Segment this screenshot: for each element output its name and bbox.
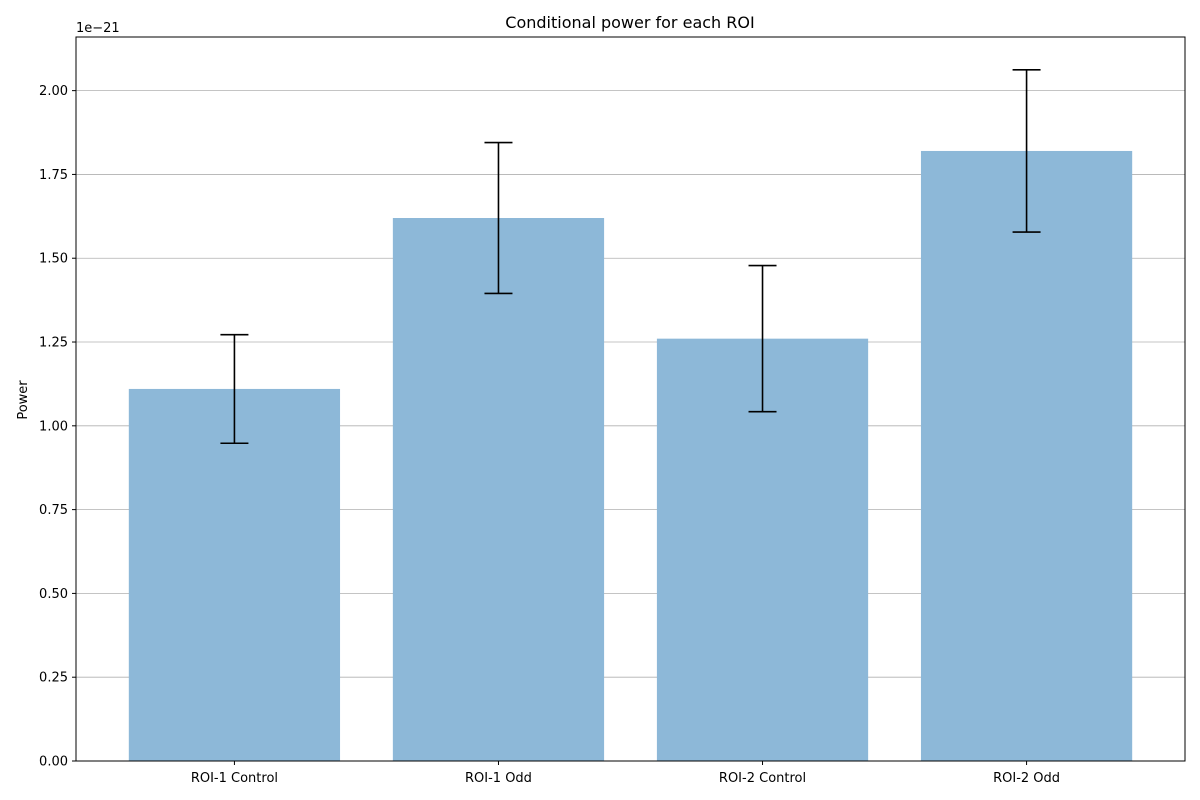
y-tick-label: 0.75 <box>39 503 68 518</box>
x-tick-label: ROI-2 Odd <box>993 771 1060 786</box>
bar <box>920 150 1133 762</box>
x-tick-label: ROI-1 Odd <box>465 771 532 786</box>
y-scale-label: 1e−21 <box>76 21 120 36</box>
y-tick-label: 0.50 <box>39 587 68 602</box>
bars <box>128 150 1133 762</box>
y-tick-label: 0.25 <box>39 671 68 686</box>
y-tick-label: 1.75 <box>39 168 68 183</box>
y-tick-label: 0.00 <box>39 755 68 770</box>
bar <box>128 388 341 761</box>
y-axis-label: Power <box>16 380 31 420</box>
error-bars <box>220 69 1041 445</box>
chart-title: Conditional power for each ROI <box>505 13 754 32</box>
x-tick-label: ROI-2 Control <box>719 771 806 786</box>
x-tick-label: ROI-1 Control <box>191 771 278 786</box>
axes <box>75 36 1186 762</box>
plot-frame <box>75 36 1186 762</box>
y-tick-label: 1.50 <box>39 252 68 267</box>
y-tick-label: 1.00 <box>39 419 68 434</box>
ticks: 0.00 0.25 0.50 0.75 1.00 1.25 1.50 1.75 2.00 ROI-… <box>39 84 1060 786</box>
y-tick-label: 1.25 <box>39 336 68 351</box>
bar <box>392 218 605 761</box>
y-tick-label: 2.00 <box>39 84 68 99</box>
